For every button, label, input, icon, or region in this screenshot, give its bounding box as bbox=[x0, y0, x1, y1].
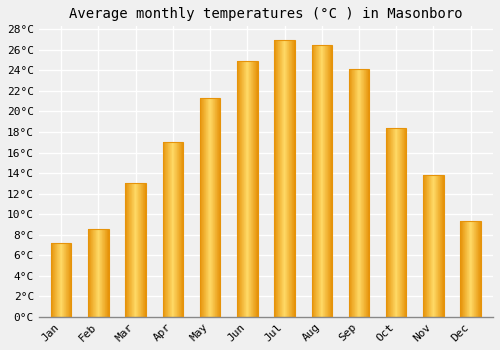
Bar bbox=[460, 221, 481, 317]
Bar bbox=[386, 128, 406, 317]
Bar bbox=[126, 183, 146, 317]
Bar bbox=[162, 142, 183, 317]
Bar bbox=[423, 175, 444, 317]
Bar bbox=[237, 61, 258, 317]
Bar bbox=[312, 45, 332, 317]
Title: Average monthly temperatures (°C ) in Masonboro: Average monthly temperatures (°C ) in Ma… bbox=[69, 7, 462, 21]
Bar bbox=[274, 40, 295, 317]
Bar bbox=[200, 98, 220, 317]
Bar bbox=[349, 69, 370, 317]
Bar bbox=[51, 243, 72, 317]
Bar bbox=[88, 229, 108, 317]
